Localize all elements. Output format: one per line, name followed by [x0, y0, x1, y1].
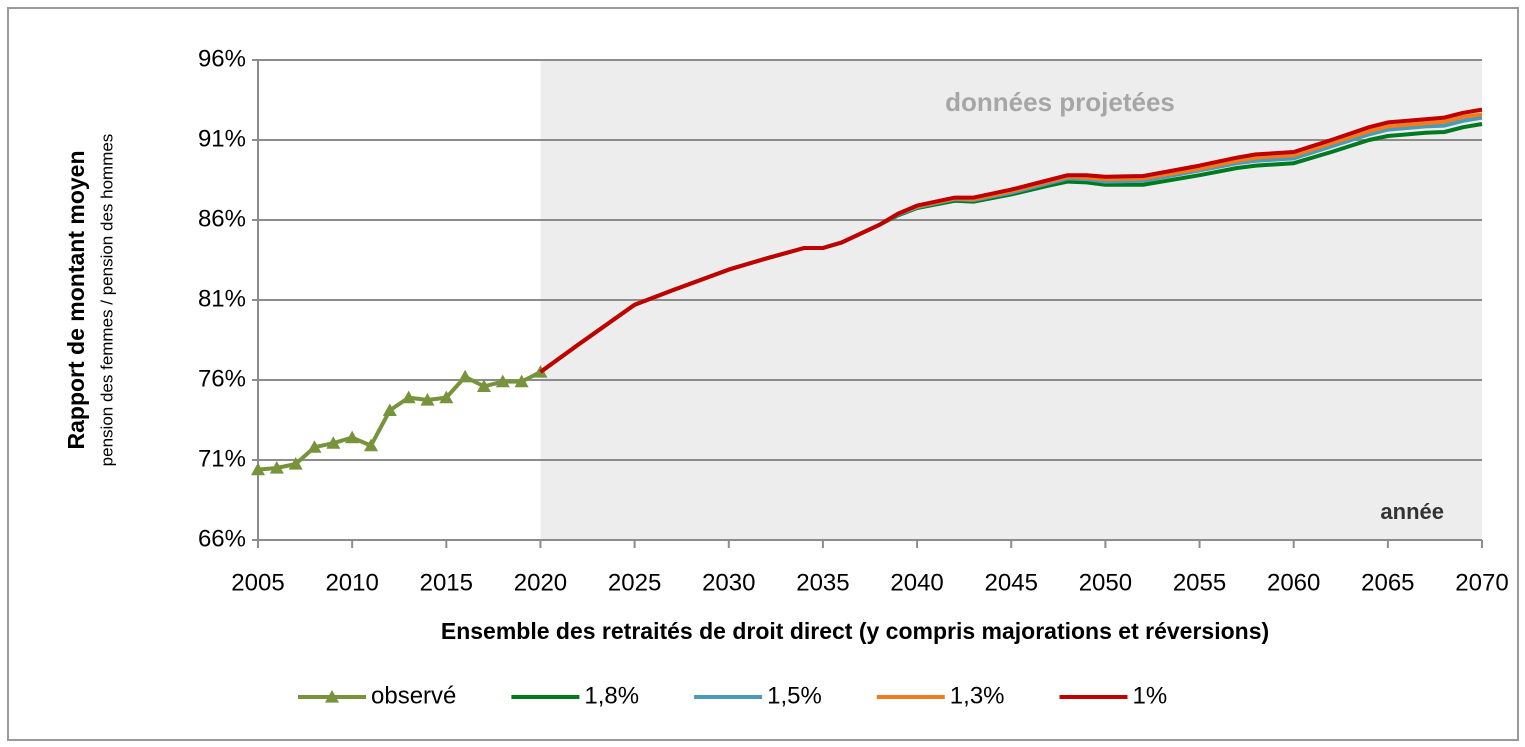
data-point: [439, 390, 454, 404]
y-axis-subtitle: pension des femmes / pension des hommes: [97, 134, 116, 467]
x-tick-label: 2025: [608, 569, 661, 596]
x-axis-title: Ensemble des retraités de droit direct (…: [441, 618, 1269, 644]
x-tick-label: 2005: [231, 569, 284, 596]
x-tick-label: 2065: [1361, 569, 1414, 596]
data-point: [345, 430, 360, 444]
y-tick-label: 81%: [198, 285, 246, 312]
legend-marker: [325, 690, 339, 703]
data-point: [495, 374, 510, 388]
data-point: [307, 440, 322, 453]
x-tick-label: 2070: [1455, 569, 1508, 596]
x-tick-label: 2035: [796, 569, 849, 596]
y-tick-label: 76%: [198, 365, 246, 392]
legend-label: 1%: [1133, 682, 1168, 709]
x-tick-label: 2050: [1079, 569, 1132, 596]
y-tick-label: 91%: [198, 125, 246, 152]
series-line: [539, 107, 1483, 374]
annotation: données projetées: [945, 87, 1175, 117]
data-point: [476, 379, 491, 392]
data-point: [382, 403, 397, 416]
y-tick-label: 71%: [198, 445, 246, 472]
y-axis-title: Rapport de montant moyen: [63, 150, 89, 449]
legend-label: 1,5%: [767, 682, 822, 709]
data-point: [288, 457, 303, 470]
data-point: [326, 436, 341, 449]
data-point: [401, 390, 416, 404]
x-tick-label: 2010: [325, 569, 378, 596]
x-tick-label: 2055: [1173, 569, 1226, 596]
annotation: année: [1380, 499, 1444, 524]
data-point: [514, 374, 529, 388]
x-tick-label: 2020: [514, 569, 567, 596]
x-tick-label: 2060: [1267, 569, 1320, 596]
x-tick-label: 2040: [890, 569, 943, 596]
data-point: [458, 369, 473, 383]
legend-label: 1,8%: [584, 682, 639, 709]
x-tick-label: 2030: [702, 569, 755, 596]
y-tick-label: 86%: [198, 205, 246, 232]
data-point: [251, 462, 265, 476]
y-tick-label: 96%: [198, 45, 246, 72]
data-point: [420, 393, 435, 406]
x-tick-label: 2045: [985, 569, 1038, 596]
series-line: [257, 370, 542, 472]
data-point: [269, 461, 284, 474]
legend-label: observé: [371, 682, 456, 709]
plot-area: 66% 71% 76% 81% 86% 91% 96% 2005 2010 2015 2020 202…: [198, 45, 1509, 596]
legend: observé 1,8% 1,5% 1,3% 1%: [298, 682, 1167, 709]
y-tick-label: 66%: [198, 525, 246, 552]
legend-label: 1,3%: [950, 682, 1005, 709]
x-tick-label: 2015: [420, 569, 473, 596]
data-point: [363, 438, 378, 452]
